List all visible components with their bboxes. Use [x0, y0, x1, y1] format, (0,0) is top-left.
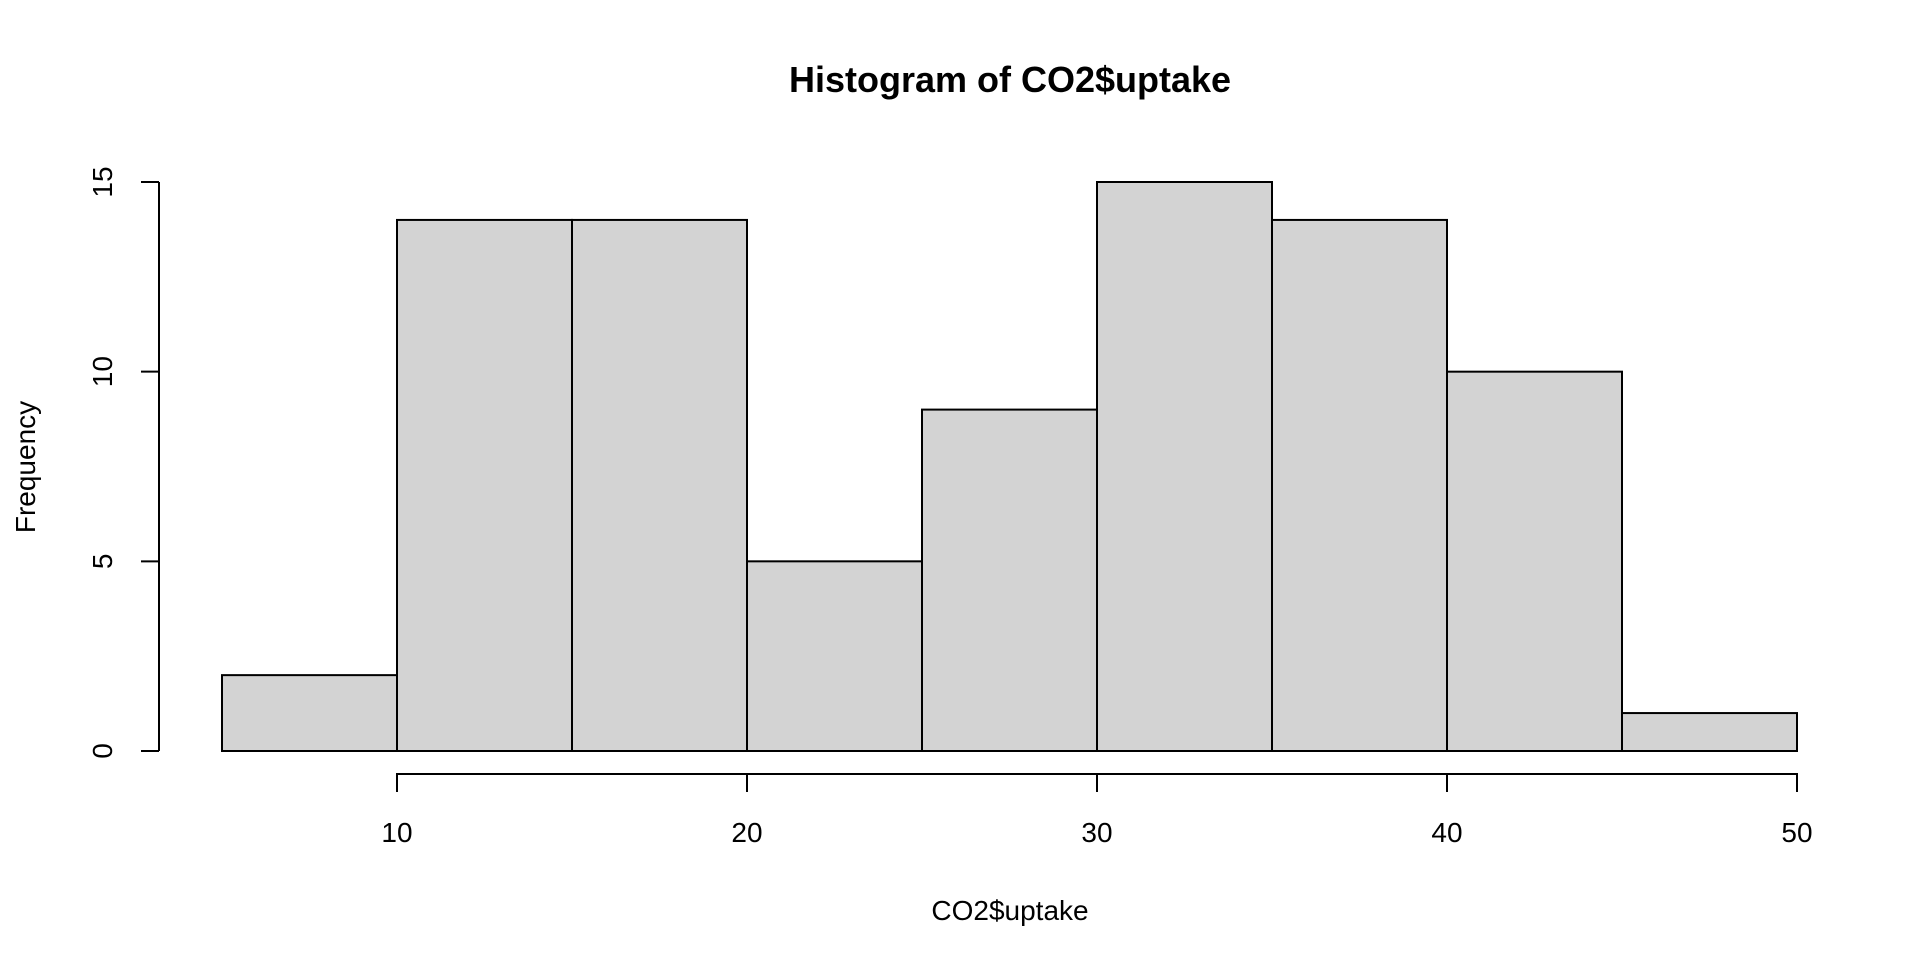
- histogram-bar-4: [921, 408, 1098, 752]
- x-axis-label: CO2$uptake: [931, 895, 1088, 926]
- histogram-bar-3: [746, 560, 923, 752]
- histogram-bar-6: [1271, 218, 1448, 752]
- chart-title: Histogram of CO2$uptake: [789, 59, 1231, 100]
- histogram-bar-0: [221, 674, 398, 753]
- y-tick-label: 10: [87, 356, 118, 387]
- x-axis: 10 20 30 40 50: [381, 773, 1813, 848]
- histogram-bar-5: [1096, 181, 1273, 752]
- y-tick-label: 5: [87, 554, 118, 570]
- histogram-bar-8: [1621, 712, 1798, 752]
- histogram-bar-1: [396, 218, 573, 752]
- x-tick-label: 40: [1431, 817, 1462, 848]
- x-tick-label: 30: [1081, 817, 1112, 848]
- y-axis: 0 5 10 15: [87, 166, 160, 759]
- x-tick-label: 20: [731, 817, 762, 848]
- y-tick-label: 0: [87, 743, 118, 759]
- y-tick-label: 15: [87, 166, 118, 197]
- bars-group: [221, 181, 1798, 753]
- histogram-bar-2: [571, 218, 748, 752]
- x-tick-label: 10: [381, 817, 412, 848]
- y-axis-label: Frequency: [10, 401, 41, 533]
- x-tick-label: 50: [1781, 817, 1812, 848]
- histogram-bar-7: [1446, 370, 1623, 752]
